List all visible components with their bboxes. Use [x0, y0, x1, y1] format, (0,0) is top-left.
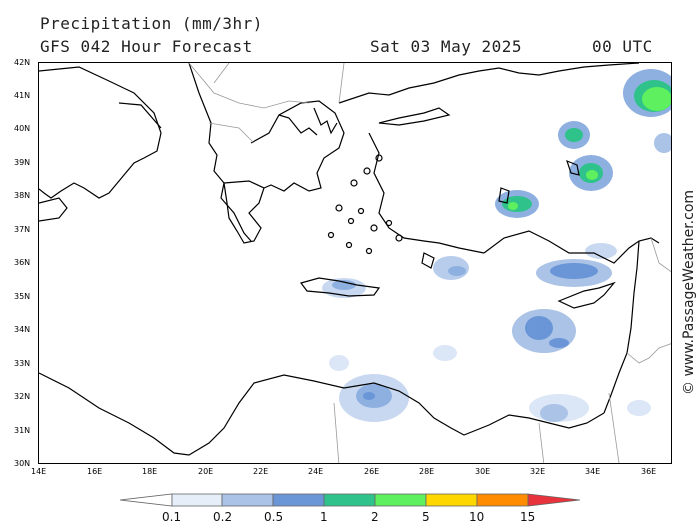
lat-label: 42N — [14, 58, 31, 67]
lon-label: 34E — [585, 467, 601, 476]
lat-label: 37N — [14, 225, 31, 234]
lon-label: 16E — [87, 467, 103, 476]
lon-label: 14E — [31, 467, 47, 476]
coastlines — [39, 63, 660, 456]
lon-label: 26E — [364, 467, 380, 476]
lon-label: 30E — [475, 467, 491, 476]
lat-label: 39N — [14, 158, 31, 167]
lat-label: 36N — [14, 258, 31, 267]
map-title: Precipitation (mm/3hr) — [40, 14, 263, 33]
legend-swatch-1 — [171, 493, 223, 507]
lat-label: 35N — [14, 292, 31, 301]
lat-label: 34N — [14, 325, 31, 334]
lon-label: 22E — [253, 467, 269, 476]
lon-label: 32E — [530, 467, 546, 476]
legend-label: 5 — [422, 510, 430, 524]
lon-label: 28E — [419, 467, 435, 476]
lat-label: 31N — [14, 426, 31, 435]
legend-label: 15 — [520, 510, 536, 524]
precip-areas — [322, 69, 671, 422]
lat-label: 40N — [14, 124, 31, 133]
legend-swatch-0 — [119, 493, 173, 507]
site-credit: © www.PassageWeather.com — [681, 190, 697, 395]
legend-swatch-6 — [425, 493, 478, 507]
forecast-time: 00 UTC — [592, 37, 653, 56]
legend-swatch-3 — [272, 493, 325, 507]
precipitation-map — [38, 62, 672, 464]
forecast-date: Sat 03 May 2025 — [370, 37, 522, 56]
lon-label: 20E — [198, 467, 214, 476]
legend-colorbar — [119, 493, 581, 507]
legend-label: 2 — [371, 510, 379, 524]
legend-label: 10 — [469, 510, 485, 524]
legend-label: 0.2 — [213, 510, 233, 524]
lon-label: 18E — [142, 467, 158, 476]
legend-swatch-8 — [527, 493, 581, 507]
lon-label: 24E — [308, 467, 324, 476]
legend-label: 0.5 — [264, 510, 284, 524]
legend-swatch-7 — [476, 493, 529, 507]
forecast-subtitle: GFS 042 Hour Forecast — [40, 37, 253, 56]
legend-swatch-5 — [374, 493, 427, 507]
lat-label: 41N — [14, 91, 31, 100]
borders — [188, 63, 671, 463]
map-canvas — [39, 63, 671, 463]
legend-label: 1 — [320, 510, 328, 524]
lat-label: 32N — [14, 392, 31, 401]
lat-label: 30N — [14, 459, 31, 468]
legend-label: 0.1 — [162, 510, 182, 524]
lat-label: 33N — [14, 359, 31, 368]
lon-label: 36E — [641, 467, 657, 476]
legend-swatch-4 — [323, 493, 376, 507]
credit-text: © www.PassageWeather.com — [681, 190, 697, 395]
legend-swatch-2 — [221, 493, 274, 507]
lat-label: 38N — [14, 191, 31, 200]
